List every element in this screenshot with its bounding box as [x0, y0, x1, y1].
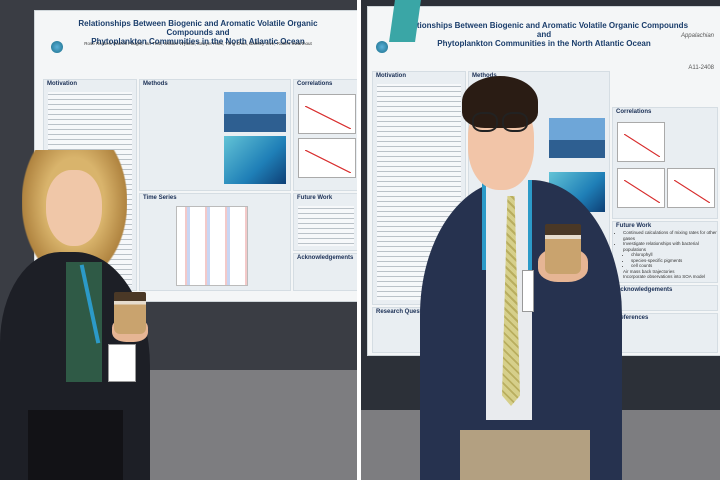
section-heading: Future Work	[297, 195, 333, 201]
poster-title: Relationships Between Biogenic and Aroma…	[368, 21, 720, 48]
correlation-chart	[617, 168, 665, 208]
future-work-list: Continued calculations of mixing rates f…	[613, 230, 717, 280]
section-correlations: Correlations	[612, 107, 718, 219]
name-badge	[108, 344, 136, 382]
name-badge	[522, 270, 534, 312]
ocean-map	[224, 136, 286, 184]
lanyard	[482, 180, 486, 270]
poster-title-line2: Phytoplankton Communities in the North A…	[91, 37, 305, 46]
section-future-work: Future Work Continued calculations of mi…	[612, 221, 718, 283]
section-heading: Methods	[472, 73, 497, 79]
research-poster-right: Appalachian A11-2408 Relationships Betwe…	[367, 6, 720, 356]
correlation-chart	[617, 122, 665, 162]
ship-photo	[549, 118, 605, 158]
section-heading: Motivation	[47, 81, 77, 87]
lanyard	[528, 180, 532, 270]
list-item: Incorporate observations into SOA model	[623, 274, 717, 280]
poster-affiliations: Department of Chemistry, Appalachian Sta…	[368, 7, 369, 8]
section-heading: Correlations	[297, 81, 333, 87]
section-acknowledgements: Acknowledgements	[293, 253, 357, 291]
section-heading: Acknowledgements	[297, 255, 354, 261]
section-heading: Correlations	[616, 109, 652, 115]
section-heading: Research Questions	[376, 309, 435, 315]
correlation-chart	[298, 94, 356, 134]
section-correlations: Correlations	[293, 79, 357, 191]
section-motivation: Motivation	[372, 71, 466, 305]
section-heading: Motivation	[376, 73, 406, 79]
poster-logo-icon	[376, 41, 388, 53]
poster-title: Relationships Between Biogenic and Aroma…	[35, 19, 357, 46]
glasses-right-lens	[502, 112, 528, 132]
body-text	[298, 206, 354, 246]
photo-left-panel: Relationships Between Biogenic and Aroma…	[0, 0, 357, 480]
list-item: cell counts	[631, 263, 717, 269]
poster-title-line1: Relationships Between Biogenic and Aroma…	[78, 19, 318, 37]
ship-photo	[224, 92, 286, 132]
woman-pants	[28, 410, 123, 480]
poster-logo-icon	[51, 41, 63, 53]
section-references: References	[612, 313, 718, 353]
woman-face	[46, 170, 102, 246]
section-time-series: Time Series	[139, 193, 291, 291]
list-item: species-specific pigments	[631, 258, 717, 264]
board-number: A11-2408	[688, 65, 714, 71]
coffee-cup	[114, 292, 146, 334]
section-heading: Methods	[143, 81, 168, 87]
photo-divider	[357, 0, 361, 480]
university-wordmark: Appalachian	[680, 33, 714, 39]
poster-authors: Rose Rossell, Patrick Faught, Ian Trott,…	[84, 41, 312, 46]
coffee-cup	[545, 224, 581, 274]
list-item: Investigate relationships with bacterial…	[623, 241, 717, 252]
section-heading: References	[616, 315, 649, 321]
correlation-chart	[298, 138, 356, 178]
list-item: chlorophyll	[631, 252, 717, 258]
list-item: Air mass back trajectories	[623, 269, 717, 275]
correlation-chart	[667, 168, 715, 208]
section-methods: Methods	[139, 79, 291, 191]
section-heading: Future Work	[616, 223, 652, 229]
section-acknowledgements: Acknowledgements	[612, 285, 718, 311]
list-item: Continued calculations of mixing rates f…	[623, 230, 717, 241]
poster-title-line1: Relationships Between Biogenic and Aroma…	[399, 21, 689, 39]
section-heading: Acknowledgements	[616, 287, 673, 293]
section-heading: Time Series	[143, 195, 177, 201]
poster-title-line2: Phytoplankton Communities in the North A…	[437, 39, 651, 48]
man-tie	[502, 196, 520, 406]
glasses-left-lens	[472, 112, 498, 132]
time-series-chart	[176, 206, 248, 286]
section-future-work: Future Work	[293, 193, 357, 251]
man-pants	[460, 430, 590, 480]
